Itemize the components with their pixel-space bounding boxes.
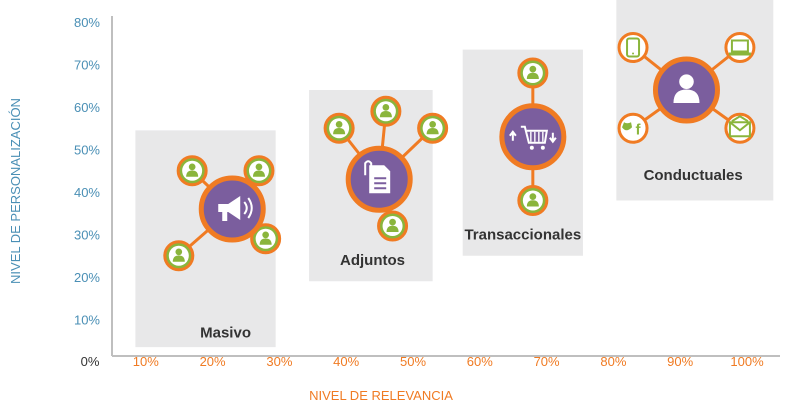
y-axis-title: NIVEL DE PERSONALIZACIÓN <box>8 98 23 284</box>
leaf-person-icon <box>163 240 195 272</box>
group-label: Transaccionales <box>464 227 581 244</box>
group-label: Masivo <box>200 324 251 341</box>
x-tick-label: 80% <box>600 354 626 369</box>
y-tick-label: 50% <box>74 143 100 158</box>
leaf-social-icon: f <box>617 112 649 144</box>
y-tick-label: 70% <box>74 58 100 73</box>
y-tick-label: 80% <box>74 15 100 30</box>
y-tick-label: 40% <box>74 185 100 200</box>
x-tick-label: 10% <box>133 354 159 369</box>
svg-text:f: f <box>636 121 642 138</box>
axes: 10% 20% 30% 40% 50% 60% 70% 80% 0% 10% 20% 30% 40% 50… <box>74 15 780 369</box>
x-tick-label: 0% <box>81 354 100 369</box>
y-tick-label: 60% <box>74 100 100 115</box>
leaf-person-icon <box>243 155 275 187</box>
x-tick-label: 100% <box>730 354 764 369</box>
x-axis-title: NIVEL DE RELEVANCIA <box>309 388 453 403</box>
leaf-node <box>617 112 649 144</box>
x-tick-label: 50% <box>400 354 426 369</box>
x-tick-label: 90% <box>667 354 693 369</box>
marks: f <box>163 32 756 272</box>
leaf-node <box>724 32 756 63</box>
labels: NIVEL DE PERSONALIZACIÓN NIVEL DE RELEVAN… <box>8 98 743 403</box>
leaf-person-icon <box>370 95 402 127</box>
leaf-person-icon <box>517 185 549 216</box>
leaf-person-icon <box>250 223 282 255</box>
leaf-person-icon <box>176 155 208 187</box>
leaf-person-icon <box>323 112 355 144</box>
x-tick-label: 40% <box>333 354 359 369</box>
x-tick-label: 70% <box>534 354 560 369</box>
cluster-conductuales: f <box>617 32 756 144</box>
hub-node <box>499 103 567 171</box>
y-tick-label: 20% <box>74 270 100 285</box>
x-tick-label: 60% <box>467 354 493 369</box>
cluster-masivo <box>163 155 282 272</box>
x-tick-label: 20% <box>200 354 226 369</box>
leaf-laptop-icon <box>724 32 756 63</box>
hub-document-icon <box>345 145 413 213</box>
hub-megaphone-icon <box>198 175 266 243</box>
leaf-person-icon <box>417 112 449 144</box>
leaf-person-icon <box>517 57 549 89</box>
y-tick-label: 10% <box>74 313 100 328</box>
group-label: Adjuntos <box>340 252 405 269</box>
leaf-tablet-icon <box>617 32 649 63</box>
leaf-person-icon <box>377 210 409 242</box>
hub-user-icon <box>652 56 720 124</box>
leaf-email-icon <box>724 112 756 144</box>
cluster-adjuntos <box>323 95 449 242</box>
x-tick-label: 30% <box>266 354 292 369</box>
hub-cart-icon <box>499 103 567 171</box>
y-tick-label: 30% <box>74 228 100 243</box>
group-label: Conductuales <box>644 167 743 184</box>
cluster-transaccionales <box>499 57 567 216</box>
